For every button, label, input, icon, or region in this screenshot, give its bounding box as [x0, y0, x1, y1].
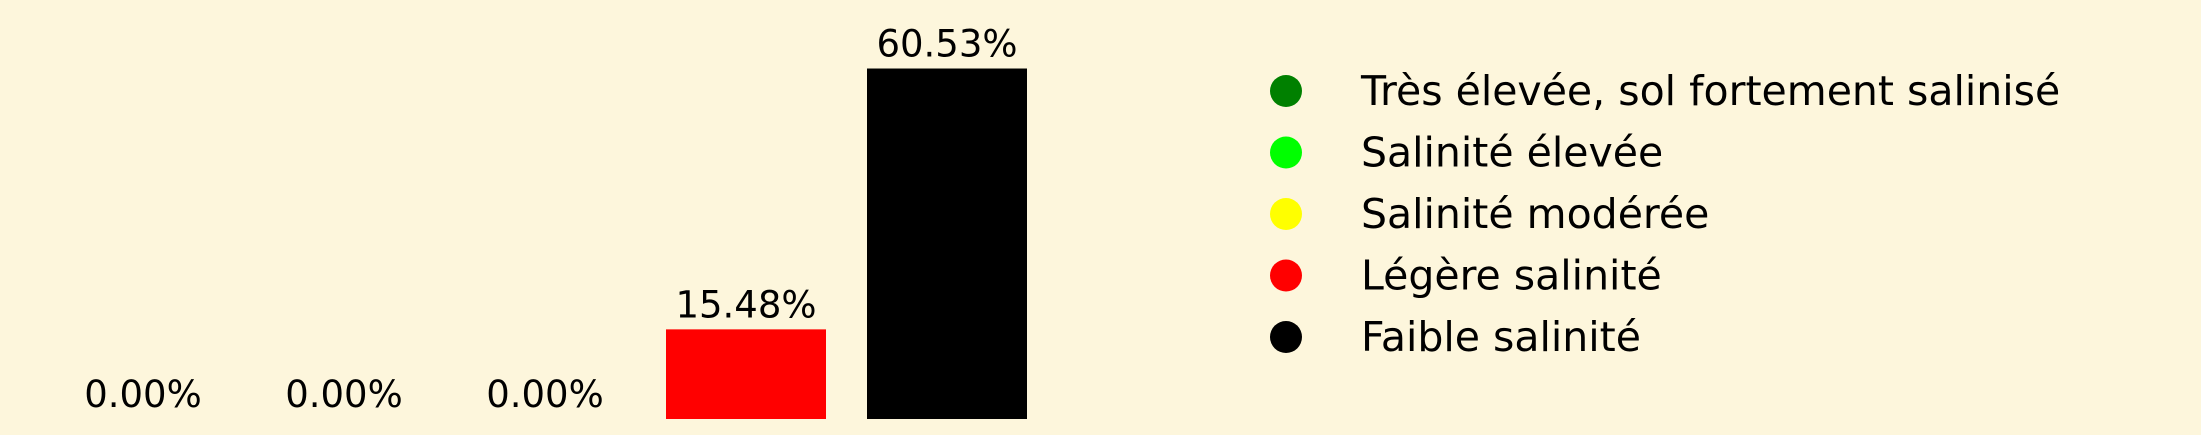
legend-marker-3: [1270, 259, 1302, 292]
bar-value-label-0: 0.00%: [84, 373, 202, 416]
legend-label-2: Salinité modérée: [1361, 190, 1709, 238]
bar-value-label-3: 15.48%: [675, 283, 816, 326]
legend-label-4: Faible salinité: [1361, 313, 1641, 361]
value-labels-group: 0.00% 0.00% 0.00% 15.48% 60.53%: [84, 23, 1017, 416]
bar-value-label-2: 0.00%: [486, 373, 604, 416]
legend-marker-0: [1270, 75, 1302, 107]
bar-4: [867, 68, 1027, 419]
legend-marker-4: [1270, 321, 1302, 353]
legend-label-3: Légère salinité: [1361, 252, 1662, 300]
bars-group: [666, 68, 1027, 419]
bar-value-label-1: 0.00%: [285, 373, 403, 416]
legend-marker-2: [1270, 198, 1302, 230]
legend-marker-1: [1270, 136, 1302, 169]
bar-value-label-4: 60.53%: [876, 23, 1017, 66]
legend: Très élevée, sol fortement salinisé Salin…: [1270, 67, 2060, 361]
legend-label-1: Salinité élevée: [1361, 129, 1663, 177]
bar-3: [666, 329, 826, 419]
legend-label-0: Très élevée, sol fortement salinisé: [1360, 67, 2060, 115]
